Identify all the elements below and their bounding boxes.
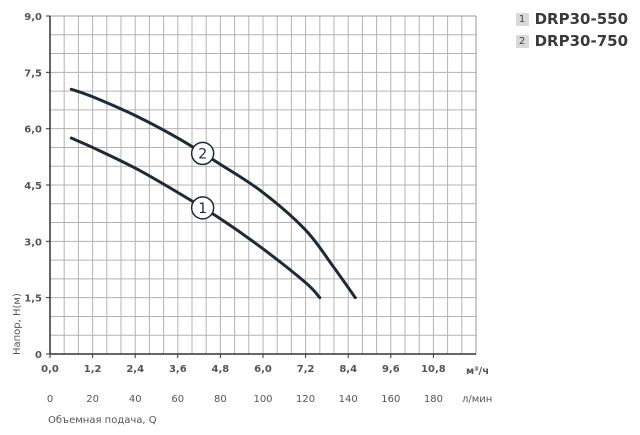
x-axis-label: Объемная подача, Q	[48, 415, 157, 426]
x-tick-label-secondary: 0	[47, 394, 53, 405]
x-tick-label: 1,2	[84, 364, 102, 375]
x-tick-label: 3,6	[169, 364, 187, 375]
x-tick-label: 7,2	[297, 364, 315, 375]
series-line-2	[69, 87, 357, 300]
y-tick-label: 0	[35, 350, 42, 361]
legend-label-1: DRP30-550	[534, 10, 628, 28]
y-tick-label: 6,0	[24, 125, 42, 136]
x-tick-label-secondary: 100	[253, 394, 272, 405]
curve-labels: 12	[190, 141, 215, 220]
legend-item-1: 1 DRP30-550	[515, 8, 628, 30]
legend-label-2: DRP30-750	[534, 32, 628, 50]
x-tick-label-secondary: 140	[339, 394, 358, 405]
y-tick-label: 9,0	[24, 12, 42, 23]
legend-badge-1: 1	[515, 12, 529, 26]
x-tick-label-secondary: 40	[129, 394, 142, 405]
chart-grid	[49, 15, 477, 355]
x-tick-label-secondary: 20	[86, 394, 99, 405]
legend-item-2: 2 DRP30-750	[515, 30, 628, 52]
y-tick-label: 4,5	[24, 181, 42, 192]
curve-label-circle-2	[190, 141, 215, 166]
y-tick-label: 7,5	[24, 68, 42, 79]
x-tick-label: 9,6	[382, 364, 400, 375]
y-tick-labels: 0 1,5 3,0 4,5 6,0 7,5 9,0	[24, 12, 50, 361]
x-tick-label: 4,8	[212, 364, 230, 375]
legend: 1 DRP30-550 2 DRP30-750	[515, 8, 628, 52]
y-tick-label: 3,0	[24, 237, 42, 248]
legend-badge-2: 2	[515, 34, 529, 48]
x-tick-label: 2,4	[126, 364, 144, 375]
x-tick-label: 6,0	[254, 364, 272, 375]
x-tick-label-secondary: 160	[381, 394, 400, 405]
x-tick-label-secondary: 80	[214, 394, 227, 405]
x-unit-primary: м³/ч	[466, 366, 489, 377]
x-tick-label-secondary: 60	[171, 394, 184, 405]
x-tick-labels-primary: 0,0 1,2 2,4 3,6 4,8 6,0 7,2 8,4 9,6 10,8	[41, 354, 446, 375]
x-tick-labels-secondary: 0 20 40 60 80 100 120 140 160 180	[47, 394, 443, 405]
y-tick-label: 1,5	[24, 294, 42, 305]
x-unit-secondary: л/мин	[462, 394, 492, 405]
curve-label-text-1: 1	[198, 201, 207, 217]
y-axis-label: Напор, Н(м)	[12, 293, 23, 355]
curve-label-circle-1	[190, 196, 215, 220]
x-tick-label: 10,8	[421, 364, 446, 375]
x-tick-label: 8,4	[339, 364, 357, 375]
x-tick-label: 0,0	[41, 364, 59, 375]
curve-label-text-2: 2	[198, 146, 207, 162]
x-tick-label-secondary: 180	[424, 394, 443, 405]
series-curves	[69, 87, 357, 300]
x-tick-label-secondary: 120	[296, 394, 315, 405]
